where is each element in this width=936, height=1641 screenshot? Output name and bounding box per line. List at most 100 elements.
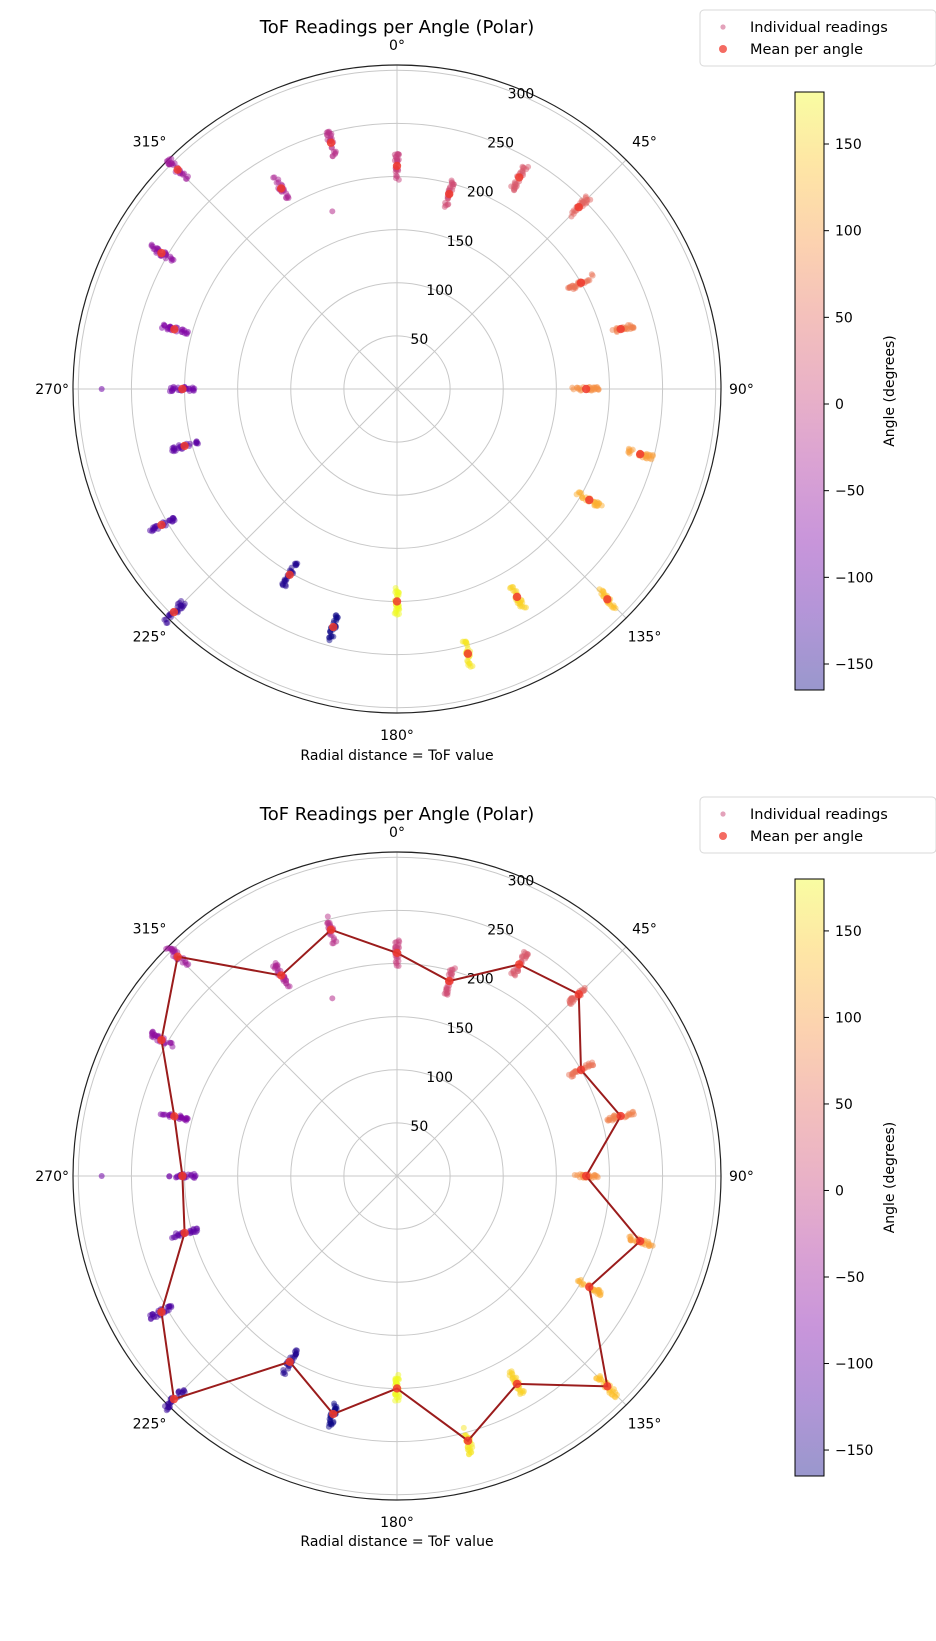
legend-marker-mean [719, 832, 727, 840]
reading-point [281, 578, 288, 585]
legend-marker-readings [720, 811, 726, 817]
reading-point [574, 1277, 581, 1284]
radial-tick-label: 200 [467, 185, 494, 201]
reading-point [514, 968, 521, 975]
reading-point [98, 386, 105, 392]
polar-frame [72, 851, 722, 1501]
legend: Individual readings Mean per angle [699, 796, 936, 854]
reading-point [569, 996, 576, 1003]
reading-point [585, 276, 592, 283]
reading-point [169, 1043, 176, 1050]
reading-point [150, 1314, 157, 1321]
mean-point [178, 1171, 187, 1181]
mean-point [277, 971, 286, 980]
reading-point [591, 1288, 598, 1295]
legend-label: Mean per angle [750, 829, 863, 845]
radial-tick-label: 300 [508, 874, 535, 890]
reading-point [570, 386, 577, 393]
polar-chart-top: 0° 45° 90° 135° 180° 225° 270° 315° 50 100 150 200 2… [35, 9, 936, 764]
mean-point [157, 1035, 166, 1045]
reading-point [510, 967, 517, 974]
reading-point [582, 193, 589, 200]
reading-point [282, 1371, 289, 1378]
chart-title: ToF Readings per Angle (Polar) [259, 17, 534, 38]
reading-point [599, 587, 606, 594]
mean-point [574, 203, 583, 212]
reading-point [629, 1109, 636, 1116]
reading-point [159, 1111, 166, 1118]
reading-point [161, 1403, 168, 1410]
radial-tick-label: 100 [426, 283, 453, 299]
colorbar-tick-label: 50 [835, 1097, 853, 1113]
mean-point [514, 173, 524, 182]
angle-tick-label: 180° [380, 728, 414, 744]
reading-point [149, 528, 156, 535]
colorbar-tick-label: 100 [835, 224, 862, 240]
reading-point [327, 1420, 334, 1427]
reading-point [392, 1397, 399, 1404]
reading-point [392, 1375, 399, 1382]
reading-point [166, 1403, 173, 1410]
reading-point [463, 639, 470, 646]
reading-point [392, 944, 399, 951]
mean-point [285, 570, 294, 580]
mean-point [585, 1282, 594, 1292]
mean-point [445, 189, 454, 199]
angle-tick-label: 0° [389, 825, 405, 841]
reading-point [329, 995, 336, 1002]
reading-point [568, 1070, 575, 1077]
reading-point [589, 1059, 596, 1066]
legend-marker-mean [719, 45, 727, 53]
reading-point [391, 151, 398, 158]
reading-point [627, 1233, 634, 1240]
mean-point [581, 1171, 591, 1181]
reading-point [595, 1376, 602, 1383]
reading-point [610, 1386, 617, 1393]
mean-point [392, 161, 402, 171]
angle-tick-label: 90° [729, 382, 754, 398]
reading-point [581, 199, 588, 206]
reading-point [649, 1242, 656, 1249]
reading-point [575, 489, 582, 496]
reading-point [610, 604, 617, 611]
mean-point [445, 976, 454, 986]
reading-point [395, 156, 402, 163]
mean-point [326, 925, 336, 934]
radial-tick-label: 250 [487, 136, 514, 152]
colorbar-tick-label: 0 [835, 397, 844, 413]
mean-point [576, 1065, 586, 1074]
mean-point [170, 1112, 179, 1121]
reading-point [168, 257, 175, 264]
reading-point [165, 1307, 172, 1314]
reading-point [517, 1391, 524, 1398]
reading-point [285, 195, 292, 202]
reading-point [333, 615, 340, 622]
angle-tick-label: 225° [133, 1416, 167, 1432]
reading-point [165, 160, 172, 167]
reading-point [183, 175, 190, 182]
colorbar-label: Angle (degrees) [882, 1122, 898, 1234]
reading-point [190, 387, 197, 394]
reading-point [513, 588, 520, 595]
reading-point [609, 1391, 616, 1398]
mean-point [574, 990, 583, 999]
angle-tick-label: 270° [35, 382, 69, 398]
legend: Individual readings Mean per angle [699, 9, 936, 67]
radial-tick-label: 150 [447, 234, 474, 250]
reading-point [169, 385, 176, 392]
angular-gridline [396, 1175, 627, 1406]
radial-tick-label: 100 [426, 1070, 453, 1086]
mean-point [635, 449, 645, 459]
mean-point [392, 597, 402, 606]
mean-point [277, 184, 286, 193]
reading-point [512, 180, 519, 187]
reading-point [444, 989, 451, 996]
mean-point [180, 441, 189, 451]
mean-point [392, 1384, 402, 1393]
angular-gridline [167, 159, 398, 390]
reading-point [395, 589, 402, 596]
reading-point [171, 517, 178, 524]
colorbar-tick-label: −50 [835, 484, 865, 500]
legend-label: Individual readings [750, 20, 888, 36]
